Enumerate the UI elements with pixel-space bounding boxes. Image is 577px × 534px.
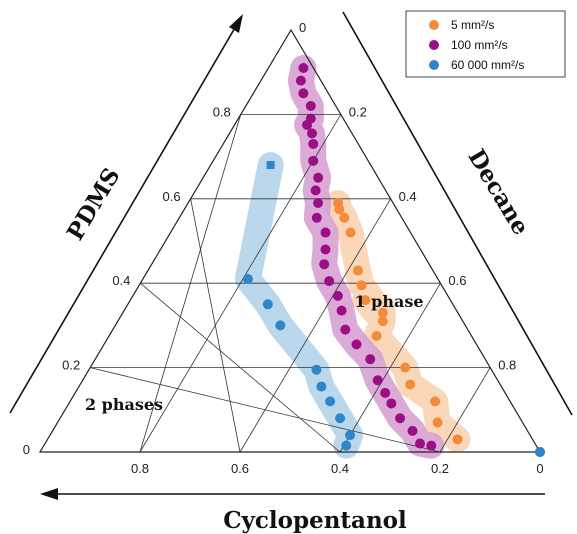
legend: 5 mm²/s 100 mm²/s 60 000 mm²/s (405, 10, 566, 78)
tick-label-pdms: 0.4 (112, 273, 130, 288)
data-point (339, 212, 350, 223)
data-point (298, 88, 309, 99)
legend-marker (429, 40, 439, 50)
data-point (262, 299, 273, 310)
pdms-arrow-head (229, 14, 243, 33)
annotation-2-phases: 2 phases (85, 395, 163, 414)
axis-title-cyclopentanol: Cyclopentanol (223, 507, 407, 534)
data-point (302, 119, 313, 130)
grid-line (339, 282, 441, 453)
axis-title-decane: Decane (462, 145, 534, 240)
data-point (311, 212, 322, 223)
tick-label-decane: 0.2 (349, 104, 367, 119)
data-point (415, 438, 426, 449)
data-point (535, 447, 545, 457)
cyclopentanol-arrow-head (40, 488, 58, 500)
decane-arrow-line (342, 11, 573, 416)
data-point (336, 305, 347, 316)
data-point (308, 155, 319, 166)
data-point (319, 259, 330, 270)
data-point (340, 324, 351, 335)
data-point (310, 185, 321, 196)
data-point (316, 381, 327, 392)
data-point (432, 417, 443, 428)
data-point (324, 276, 335, 287)
tick-label-pdms: 0.8 (213, 104, 231, 119)
data-point (365, 354, 376, 365)
series-band-2 (234, 152, 364, 459)
tick-label-cyclopentanol: 0.8 (131, 461, 149, 476)
legend-marker (429, 60, 439, 70)
data-point (395, 413, 406, 424)
grid (90, 114, 491, 453)
cyclopentanol-ticks: 0 0.2 0.4 0.6 0.8 (131, 461, 544, 476)
data-point (275, 320, 286, 331)
annotation-1-phase: 1 phase (354, 292, 423, 311)
data-point (311, 364, 322, 375)
data-point (386, 398, 397, 409)
data-point (298, 62, 309, 73)
data-point (377, 316, 388, 327)
tick-label-decane: 0.8 (498, 358, 516, 373)
tick-label-cyclopentanol: 0.6 (231, 461, 249, 476)
triangle-frame (38, 28, 542, 453)
data-points (242, 62, 545, 457)
triangle-outline (38, 28, 542, 453)
data-point (295, 75, 306, 86)
grid-line (90, 367, 441, 453)
tick-label-decane: 0.4 (399, 189, 417, 204)
tick-label-decane: 0 (299, 20, 306, 35)
data-point (320, 227, 331, 238)
data-point (400, 362, 411, 373)
data-point (426, 440, 437, 451)
data-point (405, 379, 416, 390)
decane-ticks: 0 0.2 0.4 0.6 0.8 (299, 20, 516, 373)
data-point (371, 330, 382, 341)
tick-label-cyclopentanol: 0.4 (331, 461, 349, 476)
pdms-ticks: 0 0.2 0.4 0.6 0.8 (23, 104, 231, 457)
axis-arrows (9, 11, 573, 500)
data-point (307, 128, 318, 139)
data-point (380, 387, 391, 398)
grid-line (439, 367, 491, 453)
data-point (305, 100, 316, 111)
data-point (372, 375, 383, 386)
data-point (313, 172, 324, 183)
tick-label-pdms: 0 (23, 442, 30, 457)
data-point (334, 204, 345, 215)
grid-line (190, 198, 241, 453)
data-point (242, 273, 253, 284)
data-point (345, 430, 356, 441)
legend-label: 100 mm²/s (451, 38, 508, 52)
data-point (308, 138, 319, 149)
grid-line (140, 282, 341, 453)
tick-label-pdms: 0.2 (62, 358, 80, 373)
data-point (352, 265, 363, 276)
tick-label-cyclopentanol: 0.2 (431, 461, 449, 476)
series-bands (234, 54, 471, 459)
data-point (266, 161, 275, 170)
data-point (335, 413, 346, 424)
data-point (360, 295, 371, 306)
data-point (407, 425, 418, 436)
data-point (345, 227, 356, 238)
data-point (452, 434, 463, 445)
data-point (325, 396, 336, 407)
tick-label-decane: 0.6 (448, 273, 466, 288)
data-point (313, 198, 324, 209)
tick-label-cyclopentanol: 0 (536, 461, 543, 476)
data-point (341, 440, 352, 451)
legend-marker (429, 20, 439, 30)
data-point (351, 339, 362, 350)
pdms-arrow-line (9, 25, 237, 414)
data-point (377, 307, 388, 318)
legend-label: 60 000 mm²/s (451, 58, 524, 72)
data-point (356, 280, 367, 291)
data-point (320, 244, 331, 255)
legend-label: 5 mm²/s (451, 18, 494, 32)
tick-label-pdms: 0.6 (163, 189, 181, 204)
data-point (430, 396, 441, 407)
data-point (332, 290, 343, 301)
